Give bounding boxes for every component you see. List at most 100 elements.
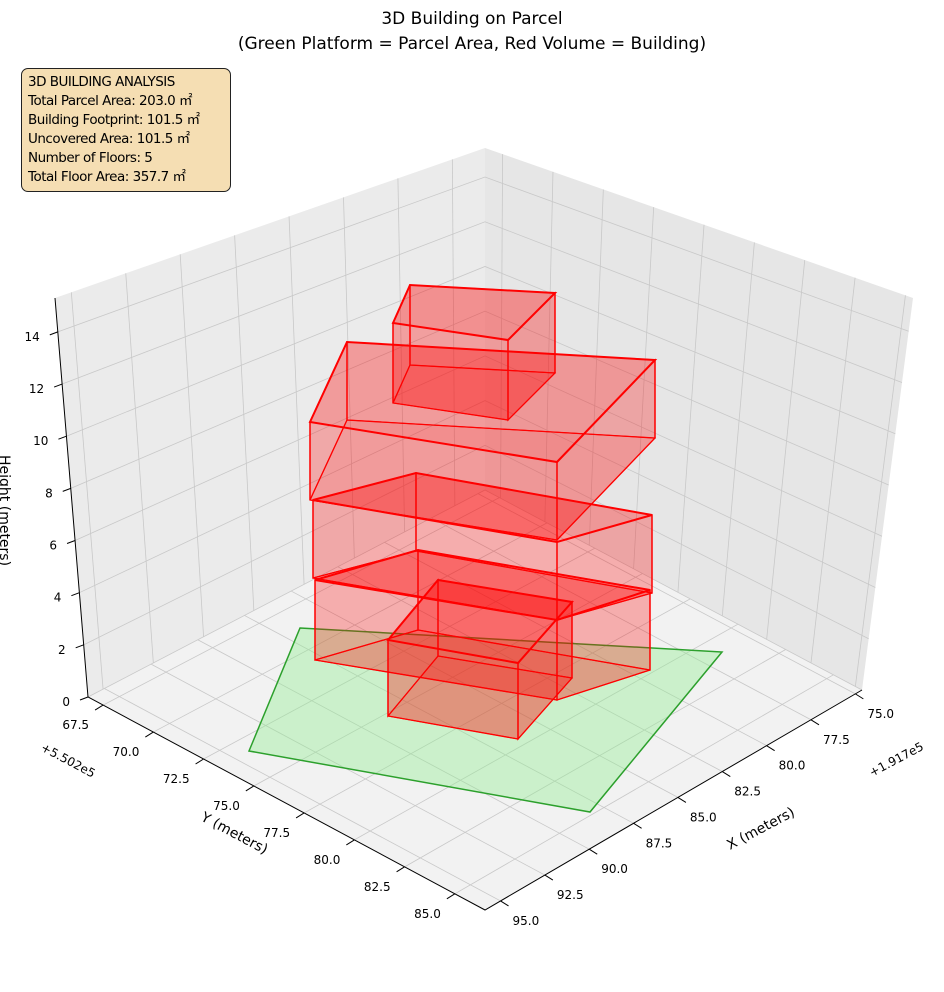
y-gridline [203, 547, 595, 760]
x-gridline [290, 590, 679, 798]
y-gridline [303, 598, 691, 814]
chart-subtitle: (Green Platform = Parcel Area, Red Volum… [238, 34, 706, 54]
z-tick-label: 6 [49, 539, 57, 553]
z-tick-label: 4 [54, 591, 62, 605]
z-tick-label: 2 [58, 643, 66, 657]
y-tick-label: 72.5 [163, 772, 190, 786]
y-gridline [102, 497, 500, 706]
x-tick-label: 75.0 [867, 707, 894, 721]
y-tick-label: 85.0 [414, 907, 441, 921]
z-tick [71, 592, 80, 597]
x-gridline [477, 493, 856, 695]
y-gridline [253, 573, 643, 787]
info-line: Total Parcel Area: 203.0 ㎡ [28, 93, 193, 109]
z-gridline [74, 355, 883, 541]
y-tick-label: 77.5 [263, 826, 290, 840]
x-tick-label: 82.5 [734, 785, 761, 799]
x-tick [810, 719, 820, 726]
x-gridline [244, 615, 634, 824]
x-gridline [544, 171, 554, 522]
z-tick [62, 487, 71, 492]
z-tick-label: 14 [25, 330, 40, 344]
y-gridline [70, 292, 104, 690]
x-tick [544, 874, 554, 881]
x-gridline [337, 566, 723, 772]
y-axis-label: Y (meters) [197, 809, 270, 858]
y-gridline [454, 674, 834, 895]
z-gridline [57, 176, 909, 333]
axis-lines [54, 297, 863, 911]
z-axis-label: Height (meters) [0, 455, 12, 566]
y-tick [346, 839, 355, 846]
parcel-platform [247, 627, 724, 813]
x-gridline [431, 517, 812, 721]
x-tick-label: 85.0 [690, 810, 717, 824]
y-gridline [153, 522, 548, 733]
x-tick-label: 80.0 [779, 759, 806, 773]
x-gridline [721, 242, 755, 616]
y-tick [94, 704, 104, 711]
z-tick-label: 8 [45, 486, 53, 500]
y-tick [396, 866, 405, 873]
z-gridline [70, 310, 889, 489]
x-gridline [854, 295, 906, 687]
building-floor-3-top [312, 471, 653, 544]
z-gridline [61, 221, 903, 385]
y-tick-label: 70.0 [113, 745, 140, 759]
z-gridline [79, 400, 876, 594]
z-gridline [66, 266, 896, 437]
y-gridline [234, 235, 255, 611]
z-tick [58, 435, 67, 440]
y-tick [195, 758, 204, 765]
y-tick-label: 75.0 [213, 799, 240, 813]
building-floor-5-top [391, 283, 558, 342]
x-gridline [766, 260, 806, 640]
x-tick-label: 90.0 [601, 862, 628, 876]
z-gridline [87, 489, 863, 698]
y-tick-label: 80.0 [314, 853, 341, 867]
z-tick [75, 644, 84, 649]
z-tick-label: 0 [62, 695, 70, 709]
building-ground-floor-top [386, 578, 574, 665]
y-gridline [343, 197, 355, 559]
x-gridline [633, 207, 655, 569]
z-tick-label: 12 [29, 382, 44, 396]
x-gridline [500, 154, 504, 499]
x-gridline [677, 224, 705, 593]
chart-title: 3D Building on Parcel [381, 9, 562, 29]
y-gridline [397, 178, 405, 532]
z-tick [53, 383, 63, 388]
y-tick [295, 812, 305, 819]
x-axis-label: X (meters) [724, 804, 797, 853]
x-gridline [810, 277, 856, 663]
info-line: 3D BUILDING ANALYSIS [28, 74, 175, 90]
x-gridline [104, 688, 501, 902]
x-tick [722, 771, 731, 777]
x-tick-label: 95.0 [513, 914, 540, 928]
x-tick [855, 693, 864, 700]
z-tick [79, 696, 89, 701]
z-gridline [83, 444, 869, 646]
y-tick [245, 785, 255, 792]
x-offset-label: +1.917e5 [867, 739, 926, 779]
x-gridline [197, 639, 590, 850]
info-line: Number of Floors: 5 [28, 150, 153, 166]
y-gridline [125, 273, 154, 663]
y-gridline [179, 254, 204, 637]
x-tick-label: 92.5 [557, 888, 584, 902]
y-tick-label: 82.5 [364, 880, 391, 894]
x-tick-label: 77.5 [823, 733, 850, 747]
x-tick [500, 900, 509, 907]
z-tick [49, 331, 58, 336]
x-tick [588, 848, 598, 855]
y-tick [145, 731, 154, 738]
y-gridline [288, 216, 305, 585]
x-gridline [588, 189, 604, 546]
z-tick-label: 10 [33, 434, 48, 448]
y-tick-label: 67.5 [62, 718, 89, 732]
z-tick [66, 540, 76, 544]
info-line: Total Floor Area: 357.7 ㎡ [28, 169, 186, 185]
x-gridline [150, 663, 546, 876]
